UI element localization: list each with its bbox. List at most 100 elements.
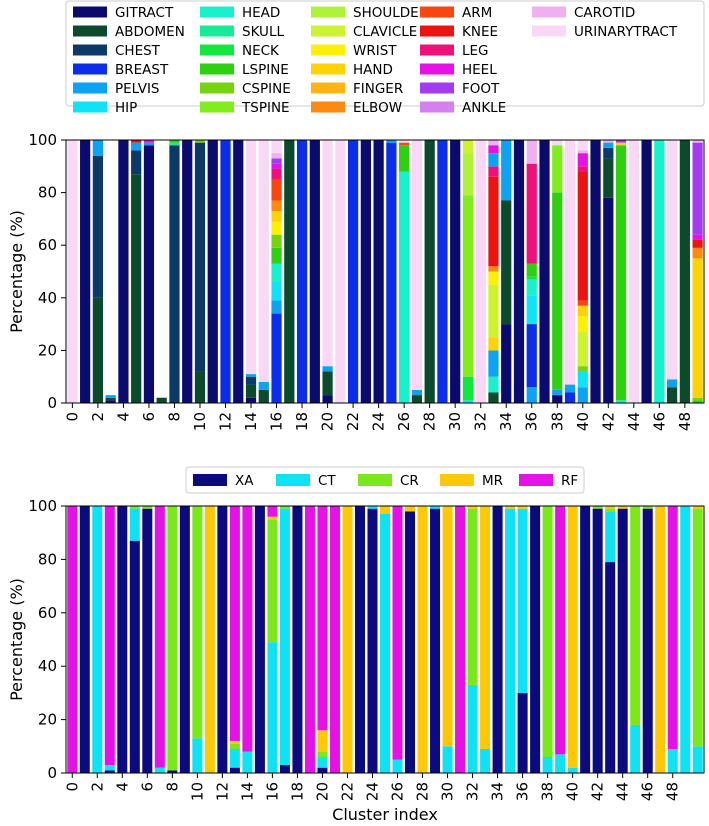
modality-x-axis-label: Cluster index xyxy=(332,805,438,824)
body-part-x-tick-label: 16 xyxy=(268,412,286,431)
modality-bar-4-xa xyxy=(117,506,128,773)
modality-bar-23-xa xyxy=(354,506,365,773)
modality-bar-16-mr xyxy=(267,516,278,520)
modality-bar-30-ct xyxy=(442,746,453,773)
modality-bar-13-rf xyxy=(229,506,240,741)
body-part-bar-31-clavicle xyxy=(462,140,474,154)
body-part-bar-43-lspine xyxy=(615,145,627,401)
body-part-legend-item-head: HEAD xyxy=(200,5,280,21)
body-part-bar-10-abdomen xyxy=(194,371,206,403)
modality-bar-43-cr xyxy=(605,508,616,512)
body-part-bar-26-lspine xyxy=(399,145,410,172)
body-part-y-ticks: 0 20 40 60 80 100 xyxy=(28,131,66,412)
modality-bar-29-ct xyxy=(430,506,441,509)
modality-bar-3-ct xyxy=(104,764,115,771)
modality-bar-45-ct xyxy=(630,724,641,773)
body-part-bar-36-lspine xyxy=(526,263,537,277)
modality-bar-24-ct xyxy=(367,506,378,509)
body-part-bar-36-leg xyxy=(526,163,537,264)
body-part-bars xyxy=(67,140,703,403)
body-part-legend-swatch xyxy=(73,6,107,18)
body-part-bar-36-breast xyxy=(526,324,537,388)
modality-bar-2-ct xyxy=(92,506,103,773)
body-part-bar-38-tspine xyxy=(552,145,563,193)
body-part-bar-33-hand xyxy=(488,337,499,351)
body-part-legend-swatch xyxy=(311,44,345,56)
modality-legend-item-cr: CR xyxy=(358,473,419,489)
body-part-bar-1-gitract xyxy=(80,140,91,403)
body-part-y-tick-label: 0 xyxy=(47,394,57,412)
modality-bar-5-cr xyxy=(129,506,140,509)
body-part-bar-31-hip xyxy=(462,400,474,403)
body-part-legend-item-abdomen: ABDOMEN xyxy=(73,24,185,40)
modality-y-ticks: 0 20 40 60 80 100 xyxy=(28,497,66,782)
body-part-legend-label: HAND xyxy=(353,62,393,78)
body-part-bar-3-gitract xyxy=(105,400,116,403)
body-part-y-tick-label: 80 xyxy=(38,184,57,202)
modality-bar-0-rf xyxy=(67,506,78,773)
body-part-legend-label: KNEE xyxy=(462,24,498,40)
modality-bar-32-mr xyxy=(467,506,478,509)
body-part-legend-item-elbow: ELBOW xyxy=(311,100,402,116)
body-part-legend-label: ELBOW xyxy=(353,100,402,116)
body-part-legend-label: URINARYTRACT xyxy=(574,24,678,40)
body-part-bar-47-pelvis xyxy=(667,379,678,388)
body-part-legend-swatch xyxy=(311,63,345,75)
modality-bar-13-mr xyxy=(229,740,240,744)
body-part-bar-20-abdomen xyxy=(322,371,333,396)
modality-bar-20-cr xyxy=(317,751,328,757)
modality-bar-14-ct xyxy=(242,751,253,773)
body-part-y-tick-label: 20 xyxy=(38,341,57,359)
body-part-bar-31-shoulder xyxy=(462,153,474,196)
modality-x-tick-label: 46 xyxy=(639,782,657,801)
body-part-legend-swatch xyxy=(200,63,234,75)
body-part-legend-item-tspine: TSPINE xyxy=(200,100,290,116)
body-part-bar-22-breast xyxy=(348,140,359,403)
body-part-legend-label: FINGER xyxy=(353,81,403,97)
body-part-x-tick-label: 18 xyxy=(293,412,311,431)
body-part-bar-6-pelvis xyxy=(143,142,155,146)
body-part-bar-16-carotid xyxy=(271,153,282,159)
modality-bar-22-mr xyxy=(342,506,353,773)
modality-bar-50-mr xyxy=(692,506,703,509)
modality-x-tick-label: 48 xyxy=(664,782,682,801)
body-part-bar-10-cspine xyxy=(194,140,206,143)
body-part-legend-swatch xyxy=(200,44,234,56)
body-part-y-tick-label: 40 xyxy=(38,289,57,307)
modality-bar-33-ct xyxy=(480,748,491,773)
modality-bar-37-xa xyxy=(530,506,541,773)
body-part-bar-27-abdomen xyxy=(411,395,423,403)
body-part-legend-swatch xyxy=(532,6,566,18)
modality-bar-13-ct xyxy=(229,748,240,768)
modality-x-tick-label: 10 xyxy=(188,782,206,801)
body-part-bar-40-leg xyxy=(577,166,588,172)
modality-legend-label: CT xyxy=(318,473,336,489)
body-part-x-tick-label: 24 xyxy=(370,412,388,431)
body-part-bar-25-breast xyxy=(386,142,397,403)
body-part-legend-item-carotid: CAROTID xyxy=(532,5,635,21)
modality-bar-49-ct xyxy=(680,506,691,773)
body-part-legend-item-knee: KNEE xyxy=(420,24,498,40)
modality-bar-20-mr xyxy=(317,730,328,752)
modality-bar-24-xa xyxy=(367,508,378,773)
modality-x-tick-label: 30 xyxy=(439,782,457,801)
modality-bar-46-cr xyxy=(642,506,653,509)
body-part-bar-35-gitract xyxy=(513,140,525,403)
modality-bar-43-xa xyxy=(605,562,616,773)
body-part-bar-34-gitract xyxy=(501,324,512,403)
body-part-bar-44-urinarytract xyxy=(628,140,639,403)
modality-bar-36-mr xyxy=(517,506,528,509)
modality-bar-25-mr xyxy=(380,506,391,515)
body-part-bar-16-hip xyxy=(271,282,282,301)
body-part-bar-16-foot xyxy=(271,158,282,164)
body-part-bar-14-chest xyxy=(245,376,257,385)
body-part-bar-26-urinarytract xyxy=(399,140,410,143)
modality-axes-frame xyxy=(65,505,705,774)
body-part-bar-40-cspine xyxy=(577,366,588,372)
modality-y-axis-label: Percentage (%) xyxy=(7,578,26,701)
modality-x-tick-label: 40 xyxy=(564,782,582,801)
body-part-legend-label: NECK xyxy=(242,43,280,59)
body-part-bar-36-hip xyxy=(526,295,537,325)
body-part-legend-label: HIP xyxy=(115,100,137,116)
